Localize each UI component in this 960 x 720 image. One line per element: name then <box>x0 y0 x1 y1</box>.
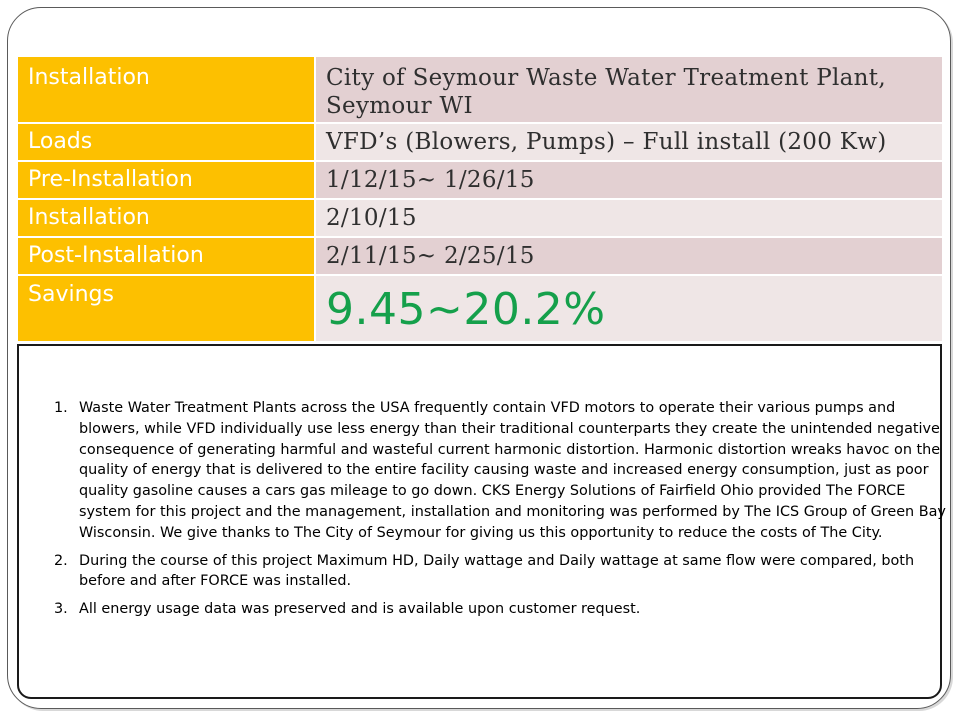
post-installation-value: 2/11/15~ 2/25/15 <box>316 238 942 276</box>
table-row-installation-site: Installation City of Seymour Waste Water… <box>18 57 942 124</box>
loads-value: VFD’s (Blowers, Pumps) – Full install (2… <box>316 124 942 162</box>
project-info-table: Installation City of Seymour Waste Water… <box>18 57 942 343</box>
row-label: Installation <box>18 200 316 238</box>
installation-site-value: City of Seymour Waste Water Treatment Pl… <box>316 57 942 124</box>
notes-list: Waste Water Treatment Plants across the … <box>39 398 949 627</box>
table-row-pre-installation: Pre-Installation 1/12/15~ 1/26/15 <box>18 162 942 200</box>
list-item: During the course of this project Maximu… <box>54 551 915 590</box>
row-label: Post-Installation <box>18 238 316 276</box>
table-row-savings: Savings 9.45~20.2% <box>18 276 942 343</box>
savings-value: 9.45~20.2% <box>326 284 606 335</box>
notes-box: Waste Water Treatment Plants across the … <box>17 344 946 699</box>
list-item: All energy usage data was preserved and … <box>54 599 641 620</box>
table-row-loads: Loads VFD’s (Blowers, Pumps) – Full inst… <box>18 124 942 162</box>
savings-cell: 9.45~20.2% <box>316 276 942 343</box>
table-row-post-installation: Post-Installation 2/11/15~ 2/25/15 <box>18 238 942 276</box>
table-row-installation-date: Installation 2/10/15 <box>18 200 942 238</box>
list-item: Waste Water Treatment Plants across the … <box>54 398 946 541</box>
row-label: Loads <box>18 124 316 162</box>
row-label: Savings <box>18 276 316 343</box>
row-label: Pre-Installation <box>18 162 316 200</box>
pre-installation-value: 1/12/15~ 1/26/15 <box>316 162 942 200</box>
row-label: Installation <box>18 57 316 124</box>
installation-date-value: 2/10/15 <box>316 200 942 238</box>
